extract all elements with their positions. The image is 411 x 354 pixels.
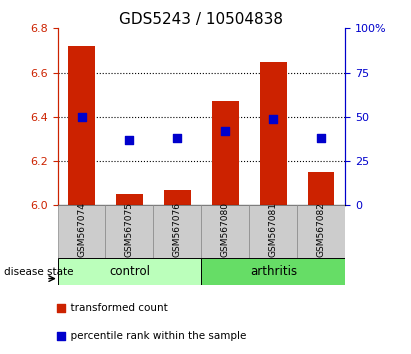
Text: GSM567080: GSM567080 xyxy=(221,202,230,257)
Text: arthritis: arthritis xyxy=(250,265,297,278)
Text: GSM567076: GSM567076 xyxy=(173,202,182,257)
Text: GSM567082: GSM567082 xyxy=(317,202,326,257)
Text: percentile rank within the sample: percentile rank within the sample xyxy=(64,331,246,341)
Point xyxy=(174,135,181,141)
Bar xyxy=(201,205,249,258)
Point xyxy=(270,116,277,121)
Bar xyxy=(116,194,143,205)
Bar xyxy=(212,101,238,205)
Bar xyxy=(308,172,335,205)
Bar xyxy=(106,205,153,258)
Text: GSM567081: GSM567081 xyxy=(269,202,278,257)
Text: control: control xyxy=(109,265,150,278)
Bar xyxy=(201,258,345,285)
Point xyxy=(58,305,64,311)
Bar xyxy=(153,205,201,258)
Bar xyxy=(58,205,106,258)
Text: GSM567074: GSM567074 xyxy=(77,202,86,257)
Bar xyxy=(249,205,297,258)
Point xyxy=(78,114,85,120)
Bar xyxy=(68,46,95,205)
Bar xyxy=(164,190,191,205)
Point xyxy=(318,135,325,141)
Text: disease state: disease state xyxy=(4,267,74,277)
Point xyxy=(58,333,64,339)
Text: transformed count: transformed count xyxy=(64,303,167,313)
Text: GSM567075: GSM567075 xyxy=(125,202,134,257)
Point xyxy=(222,128,229,134)
Bar xyxy=(297,205,345,258)
Point xyxy=(126,137,133,143)
Text: GDS5243 / 10504838: GDS5243 / 10504838 xyxy=(119,12,284,27)
Bar xyxy=(58,258,201,285)
Bar xyxy=(260,62,286,205)
